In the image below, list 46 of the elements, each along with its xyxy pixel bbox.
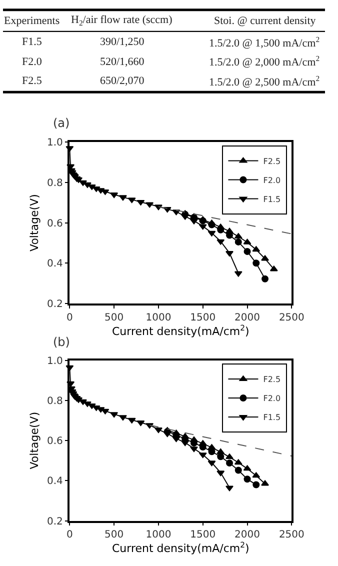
text: 520/1,660 xyxy=(100,56,145,68)
legend-label: F1.5 xyxy=(263,413,281,422)
text: F2.5 xyxy=(22,75,42,87)
text: 650/2,070 xyxy=(100,75,145,87)
x-tick-label: 2500 xyxy=(278,530,304,541)
y-tick-label: 0.2 xyxy=(47,516,63,528)
text: F1.5 xyxy=(22,36,42,48)
x-tick-label: 500 xyxy=(104,312,124,324)
legend-label: F2.0 xyxy=(263,394,281,404)
x-tick-label: 2500 xyxy=(278,312,304,324)
y-tick-label: 0.4 xyxy=(47,258,63,270)
x-axis-title: Current density(mA/cm$^{2}$) xyxy=(112,323,250,338)
text: Stoi. @ current density xyxy=(214,15,316,27)
text: H$_{2}$/air flow rate (sccm) xyxy=(71,14,173,28)
x-tick-label: 500 xyxy=(104,530,124,541)
x-tick-label: 1000 xyxy=(146,530,172,541)
y-tick-label: 0.4 xyxy=(47,476,63,488)
legend-label: F2.5 xyxy=(263,156,281,166)
text: 390/1,250 xyxy=(100,36,145,48)
y-tick-label: 0.2 xyxy=(47,299,63,310)
x-tick-label: 1500 xyxy=(190,530,216,541)
y-axis-title: Voltage(V) xyxy=(28,412,42,470)
text: F2.0 xyxy=(22,56,42,68)
x-tick-label: 0 xyxy=(66,312,73,324)
legend-label: F2.0 xyxy=(263,176,281,185)
chart-title: (a) xyxy=(53,116,70,130)
legend-label: F2.5 xyxy=(263,375,281,384)
x-axis-title: Current density(mA/cm$^{2}$) xyxy=(112,540,250,556)
y-tick-label: 0.6 xyxy=(47,436,63,448)
x-tick-label: 2000 xyxy=(234,530,260,541)
x-tick-label: 1500 xyxy=(190,312,216,324)
legend-label: F1.5 xyxy=(263,194,281,204)
text: Experiments xyxy=(4,15,60,27)
y-tick-label: 1.0 xyxy=(47,138,63,149)
x-tick-label: 0 xyxy=(66,530,73,541)
y-tick-label: 0.6 xyxy=(47,218,63,230)
text: 1.5/2.0 @ 2,500 mA/cm$^{2}$ xyxy=(209,74,320,89)
x-tick-label: 2000 xyxy=(234,312,260,324)
chart-title: (b) xyxy=(53,335,70,349)
text: 1.5/2.0 @ 1,500 mA/cm$^{2}$ xyxy=(209,35,320,50)
text: 1.5/2.0 @ 2,000 mA/cm$^{2}$ xyxy=(209,54,320,69)
y-tick-label: 0.8 xyxy=(47,178,63,189)
x-tick-label: 1000 xyxy=(146,312,172,324)
y-tick-label: 0.8 xyxy=(47,396,63,407)
y-axis-title: Voltage(V) xyxy=(28,194,42,252)
y-tick-label: 1.0 xyxy=(47,356,63,367)
